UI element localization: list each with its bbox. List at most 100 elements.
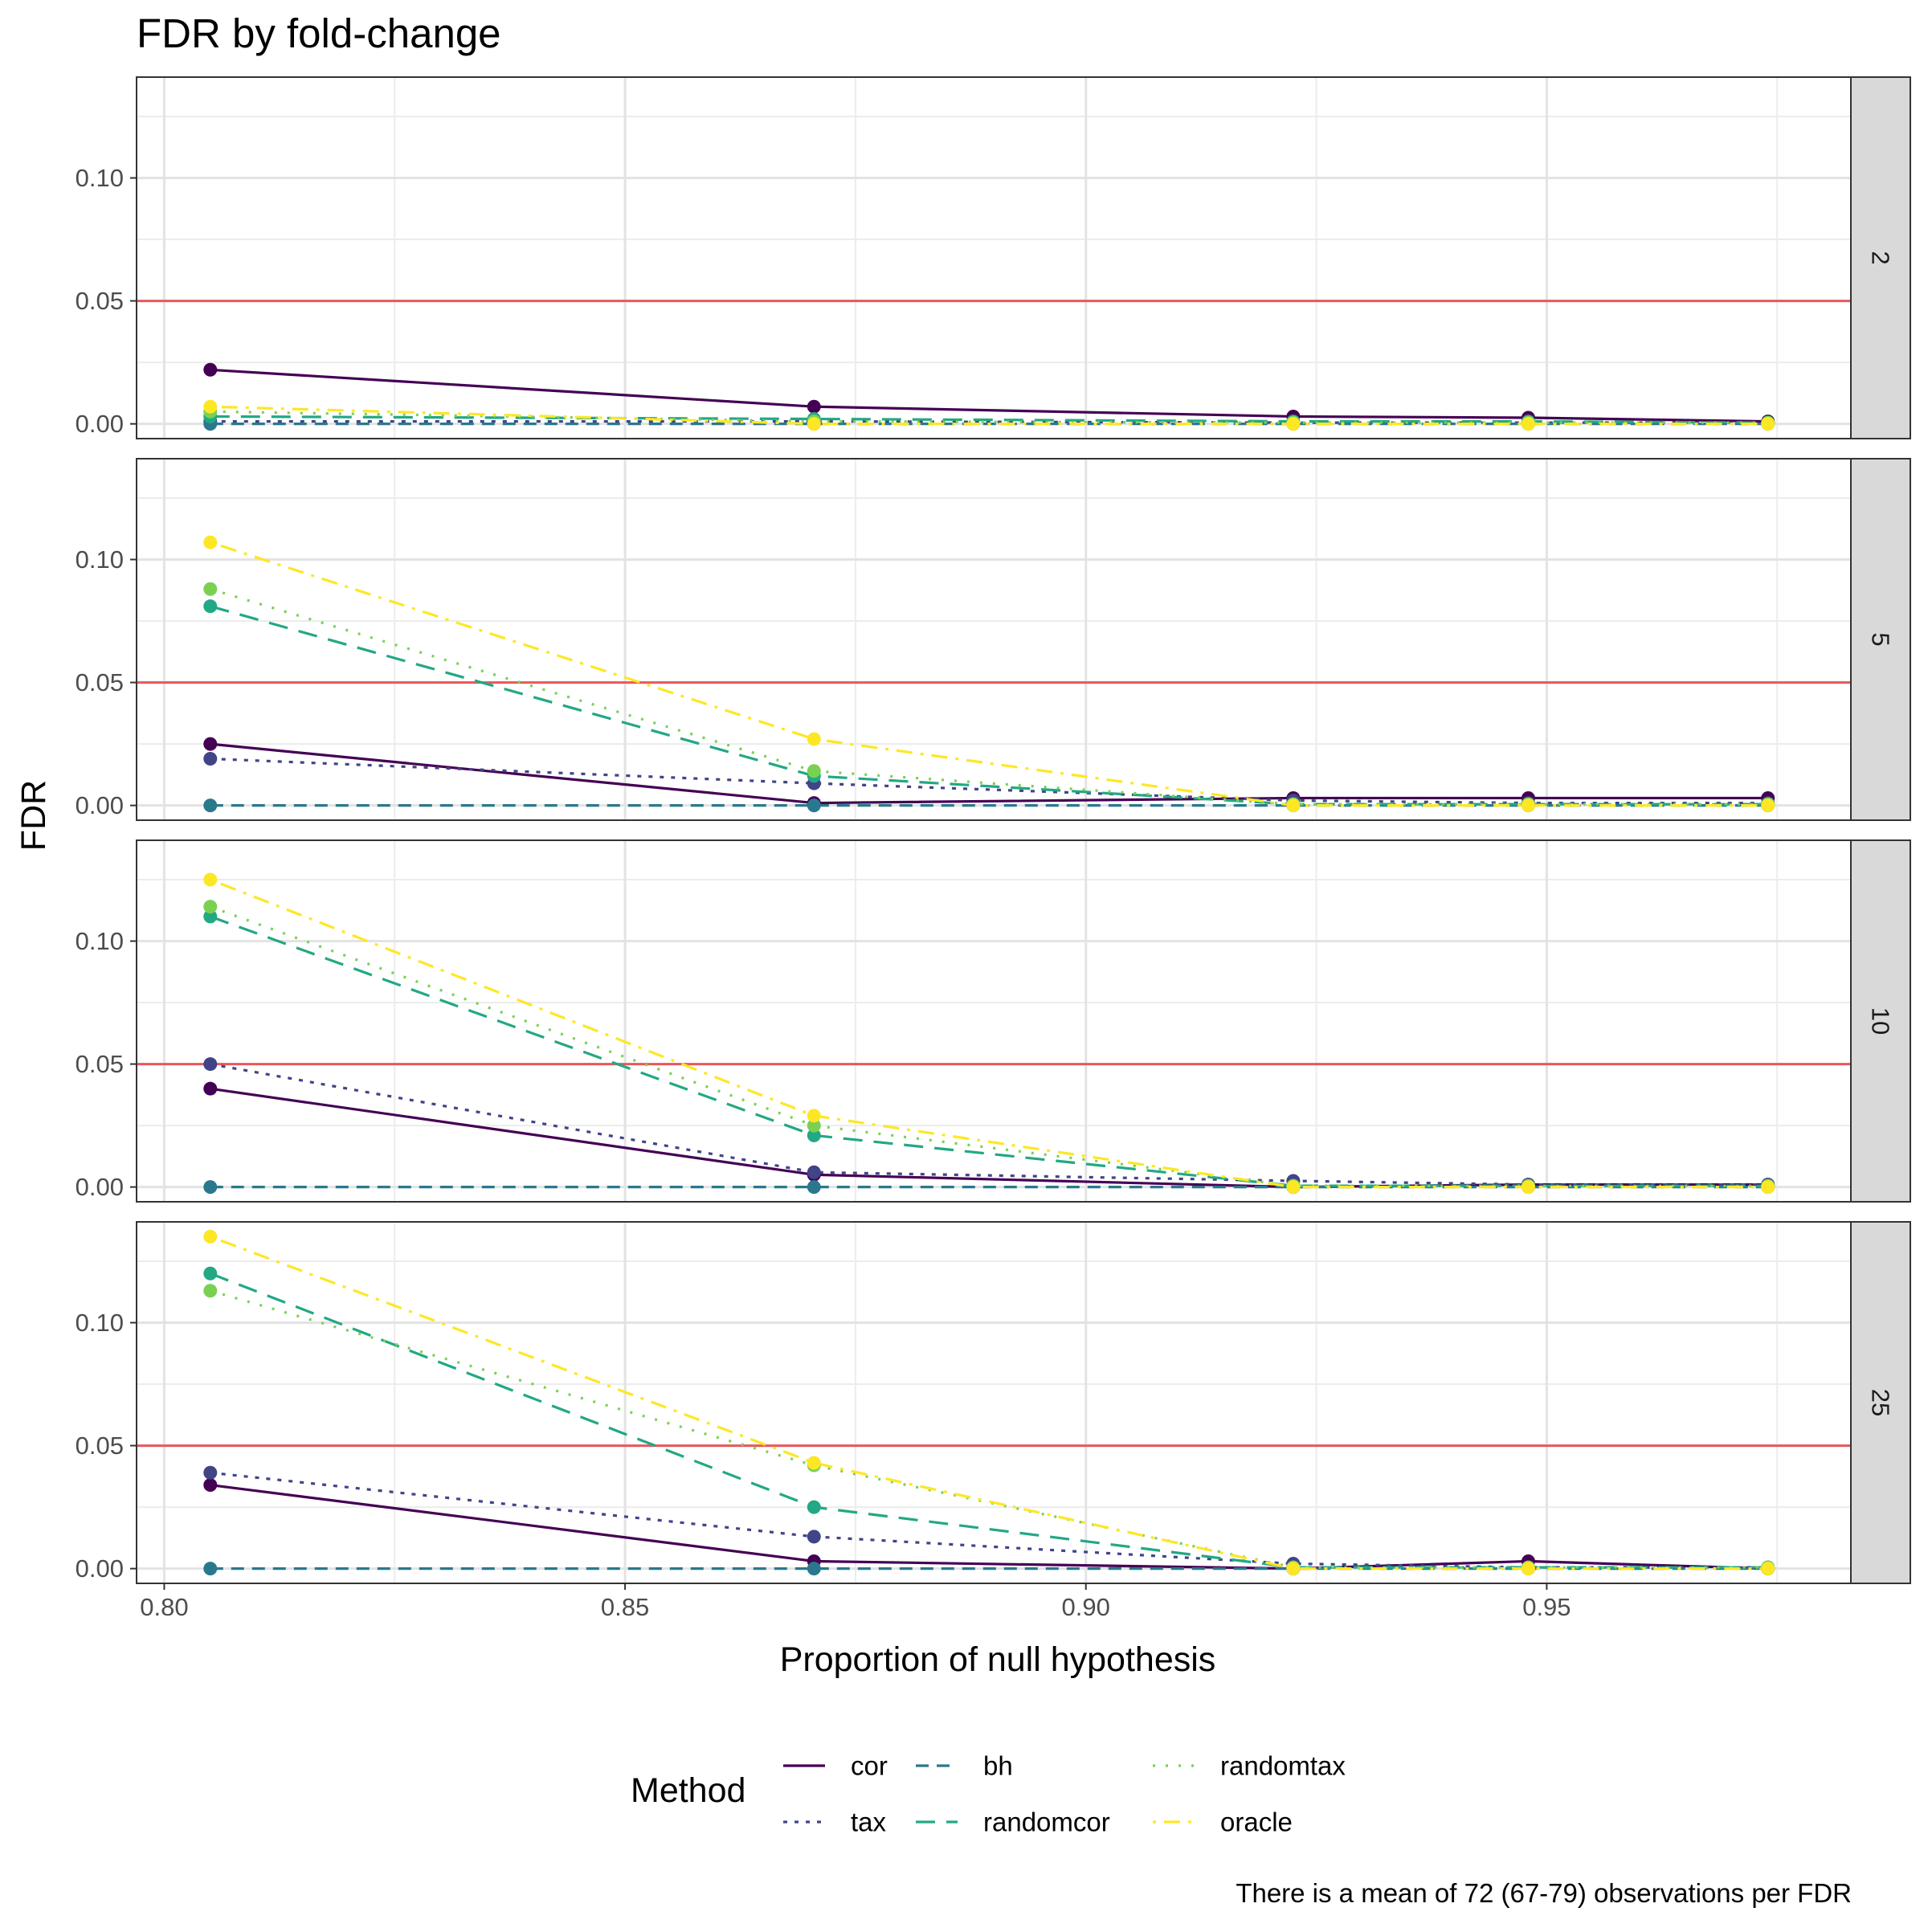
series-line-randomcor bbox=[210, 605, 1768, 806]
data-point-randomcor bbox=[203, 909, 218, 924]
data-point-oracle bbox=[203, 872, 218, 887]
y-tick-label: 0.00 bbox=[76, 1173, 124, 1201]
legend-item-oracle: oracle bbox=[1153, 1807, 1293, 1837]
data-point-randomcor bbox=[807, 1500, 821, 1514]
x-tick-label: 0.85 bbox=[601, 1593, 649, 1621]
data-point-randomtax bbox=[203, 1284, 218, 1298]
y-tick-label: 0.00 bbox=[76, 410, 124, 438]
data-point-cor bbox=[203, 1478, 218, 1493]
panel-border bbox=[136, 76, 1852, 439]
x-axis-title: Proportion of null hypothesis bbox=[780, 1640, 1216, 1679]
legend-item-randomtax: randomtax bbox=[1153, 1751, 1346, 1781]
legend-item-bh: bh bbox=[916, 1751, 1013, 1781]
facet-panels: 2 0.00 0.05 0.10 5 0.00 0.05 0.10 10 0.00 0.05 0.10… bbox=[76, 76, 1911, 1584]
data-point-oracle bbox=[807, 732, 821, 746]
data-point-oracle bbox=[203, 1229, 218, 1244]
data-point-bh bbox=[203, 799, 218, 813]
facet-panel-25: 25 0.00 0.05 0.10 bbox=[76, 1221, 1911, 1584]
y-axis-title: FDR bbox=[14, 780, 53, 851]
data-point-oracle bbox=[1521, 417, 1535, 431]
data-point-oracle bbox=[807, 1456, 821, 1470]
legend: Method cor tax bh randomcor randomtax oracle bbox=[631, 1751, 1346, 1837]
data-point-oracle bbox=[1521, 799, 1535, 813]
chart-title: FDR by fold-change bbox=[137, 10, 501, 56]
data-point-randomcor bbox=[203, 599, 218, 614]
data-point-randomtax bbox=[203, 900, 218, 914]
series-line-oracle bbox=[210, 878, 1768, 1189]
data-point-oracle bbox=[203, 535, 218, 549]
facet-panel-2: 2 0.00 0.05 0.10 bbox=[76, 76, 1911, 439]
data-point-cor bbox=[203, 737, 218, 751]
data-point-cor bbox=[203, 362, 218, 377]
data-point-oracle bbox=[1521, 1180, 1535, 1195]
x-tick-label: 0.95 bbox=[1522, 1593, 1571, 1621]
x-axis: 0.80 0.85 0.90 0.95 bbox=[140, 1583, 1571, 1621]
data-point-oracle bbox=[1521, 1562, 1535, 1576]
legend-item-randomcor: randomcor bbox=[916, 1807, 1110, 1837]
y-tick-label: 0.00 bbox=[76, 791, 124, 819]
data-point-randomtax bbox=[807, 1118, 821, 1133]
y-tick-label: 0.05 bbox=[76, 1050, 124, 1078]
data-point-oracle bbox=[1761, 1180, 1775, 1195]
legend-label-bh: bh bbox=[983, 1751, 1013, 1781]
series-line-tax bbox=[210, 1062, 1768, 1187]
series-line-tax bbox=[210, 1471, 1768, 1569]
x-tick-label: 0.90 bbox=[1062, 1593, 1110, 1621]
series-line-randomcor bbox=[210, 915, 1768, 1187]
y-tick-label: 0.10 bbox=[76, 545, 124, 574]
data-point-oracle bbox=[1286, 417, 1301, 431]
y-tick-label: 0.05 bbox=[76, 1432, 124, 1460]
y-tick-label: 0.10 bbox=[76, 1309, 124, 1337]
facet-strip bbox=[1850, 839, 1911, 1203]
series-line-cor bbox=[210, 1087, 1768, 1189]
series-line-oracle bbox=[210, 1235, 1768, 1571]
data-point-randomcor bbox=[203, 1266, 218, 1281]
legend-label-oracle: oracle bbox=[1220, 1807, 1293, 1837]
data-point-oracle bbox=[1761, 417, 1775, 431]
facet-strip-label: 25 bbox=[1867, 1389, 1895, 1416]
data-point-oracle bbox=[807, 1109, 821, 1123]
data-point-oracle bbox=[1286, 1562, 1301, 1576]
legend-item-tax: tax bbox=[783, 1807, 887, 1837]
data-point-oracle bbox=[203, 399, 218, 414]
series-line-randomtax bbox=[210, 905, 1768, 1187]
x-tick-label: 0.80 bbox=[140, 1593, 188, 1621]
data-point-oracle bbox=[1286, 1180, 1301, 1195]
data-point-randomcor bbox=[807, 1128, 821, 1142]
data-point-randomtax bbox=[203, 582, 218, 596]
legend-label-cor: cor bbox=[851, 1751, 888, 1781]
facet-strip bbox=[1850, 458, 1911, 821]
data-point-bh bbox=[203, 1180, 218, 1195]
legend-title: Method bbox=[631, 1771, 745, 1810]
legend-label-randomtax: randomtax bbox=[1220, 1751, 1346, 1781]
data-point-cor bbox=[203, 1081, 218, 1096]
series-line-randomtax bbox=[210, 1289, 1768, 1569]
facet-strip-label: 2 bbox=[1867, 251, 1895, 264]
facet-strip-label: 10 bbox=[1867, 1007, 1895, 1035]
y-tick-label: 0.05 bbox=[76, 668, 124, 696]
data-point-tax bbox=[203, 1465, 218, 1480]
y-tick-label: 0.10 bbox=[76, 164, 124, 192]
data-point-oracle bbox=[1761, 799, 1775, 813]
data-point-bh bbox=[807, 1180, 821, 1195]
data-point-bh bbox=[203, 1562, 218, 1576]
data-point-cor bbox=[807, 399, 821, 414]
data-point-tax bbox=[203, 1057, 218, 1072]
y-tick-label: 0.10 bbox=[76, 927, 124, 955]
facet-strip bbox=[1850, 76, 1911, 439]
y-tick-label: 0.00 bbox=[76, 1554, 124, 1583]
y-tick-label: 0.05 bbox=[76, 287, 124, 315]
data-point-bh bbox=[807, 799, 821, 813]
facet-strip bbox=[1850, 1221, 1911, 1584]
data-point-tax bbox=[203, 751, 218, 766]
data-point-tax bbox=[807, 1165, 821, 1179]
legend-label-randomcor: randomcor bbox=[983, 1807, 1110, 1837]
data-point-oracle bbox=[807, 417, 821, 431]
facet-panel-5: 5 0.00 0.05 0.10 bbox=[76, 458, 1911, 821]
data-point-tax bbox=[807, 1530, 821, 1544]
series-line-cor bbox=[210, 1483, 1768, 1571]
data-point-oracle bbox=[1286, 799, 1301, 813]
data-point-oracle bbox=[1761, 1562, 1775, 1576]
